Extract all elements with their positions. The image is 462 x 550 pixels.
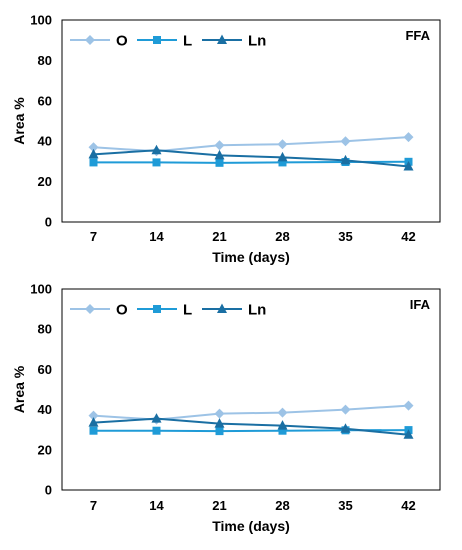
data-point-l	[278, 158, 287, 167]
legend-marker-l	[153, 305, 161, 313]
legend-label-o: O	[116, 33, 128, 50]
legend-label-l: L	[183, 302, 192, 319]
x-axis-title: Time (days)	[212, 249, 290, 265]
data-point-l	[89, 158, 98, 167]
data-point-o	[214, 140, 225, 151]
x-tick-label: 28	[275, 498, 289, 513]
x-tick-label: 21	[212, 498, 226, 513]
data-point-l	[152, 158, 161, 167]
data-point-ln	[88, 417, 99, 427]
x-tick-label: 28	[275, 229, 289, 244]
series-line-o	[93, 404, 409, 421]
y-axis-title: Area %	[11, 365, 27, 413]
data-point-o	[403, 132, 414, 143]
legend-marker-ln	[217, 303, 227, 313]
y-axis-title: Area %	[11, 97, 27, 145]
legend-marker-o	[85, 35, 95, 45]
data-point-ln	[340, 423, 351, 433]
data-point-ln	[403, 160, 414, 171]
x-tick-label: 35	[338, 498, 352, 513]
x-axis-title: Time (days)	[212, 518, 290, 534]
data-point-l	[152, 426, 161, 435]
data-point-o	[340, 404, 351, 415]
data-point-ln	[214, 418, 225, 428]
x-tick-label: 42	[401, 498, 415, 513]
plot-frame	[61, 19, 441, 223]
y-tick-label: 40	[38, 134, 52, 149]
x-tick-label: 14	[149, 498, 164, 513]
data-point-l	[89, 426, 98, 435]
y-tick-label: 60	[38, 93, 52, 108]
y-tick-label: 100	[30, 13, 52, 28]
chart-panel-ffa: 0 20 40 60 80 100 7 14 21 28 35 42 Time (days) Area %…	[11, 13, 441, 265]
panel-label: IFA	[410, 297, 431, 312]
y-tick-label: 60	[38, 362, 52, 377]
data-point-l	[215, 427, 224, 436]
data-point-ln	[88, 148, 99, 159]
legend-marker-l	[153, 36, 161, 44]
legend-label-ln: Ln	[248, 302, 266, 319]
x-tick-label: 7	[90, 498, 97, 513]
y-tick-label: 100	[30, 282, 52, 297]
x-tick-label: 21	[212, 229, 226, 244]
y-tick-label: 0	[45, 215, 52, 230]
data-point-o	[214, 408, 225, 419]
x-tick-label: 35	[338, 229, 352, 244]
y-tick-label: 20	[38, 174, 52, 189]
x-tick-label: 14	[149, 229, 164, 244]
y-tick-label: 20	[38, 442, 52, 457]
data-point-o	[403, 400, 414, 411]
y-tick-label: 40	[38, 402, 52, 417]
legend-marker-ln	[217, 34, 227, 44]
data-point-l	[215, 158, 224, 167]
x-tick-label: 42	[401, 229, 415, 244]
data-point-ln	[340, 154, 351, 165]
data-point-ln	[151, 413, 162, 423]
data-point-ln	[277, 420, 288, 430]
series-line-ln	[93, 417, 409, 436]
data-point-o	[88, 410, 99, 421]
data-point-o	[340, 136, 351, 147]
data-point-ln	[403, 429, 414, 439]
plot-frame	[61, 288, 441, 491]
x-tick-label: 7	[90, 229, 97, 244]
y-tick-label: 0	[45, 483, 52, 498]
y-tick-label: 80	[38, 53, 52, 68]
data-point-l	[278, 426, 287, 435]
panel-label: FFA	[405, 28, 430, 43]
series-line-o	[93, 136, 409, 153]
data-point-o	[88, 142, 99, 153]
chart-panel-ifa: 0 20 40 60 80 100 7 14 21 28 35 42 Time (days) Area %…	[11, 282, 441, 534]
legend-label-ln: Ln	[248, 33, 266, 50]
series-line-ln	[93, 149, 409, 168]
legend-marker-o	[85, 304, 95, 314]
legend-label-l: L	[183, 33, 192, 50]
data-point-o	[277, 407, 288, 418]
y-tick-label: 80	[38, 322, 52, 337]
legend-label-o: O	[116, 302, 128, 319]
data-point-ln	[277, 151, 288, 162]
data-point-ln	[151, 144, 162, 155]
data-point-ln	[214, 149, 225, 160]
data-point-o	[277, 139, 288, 150]
